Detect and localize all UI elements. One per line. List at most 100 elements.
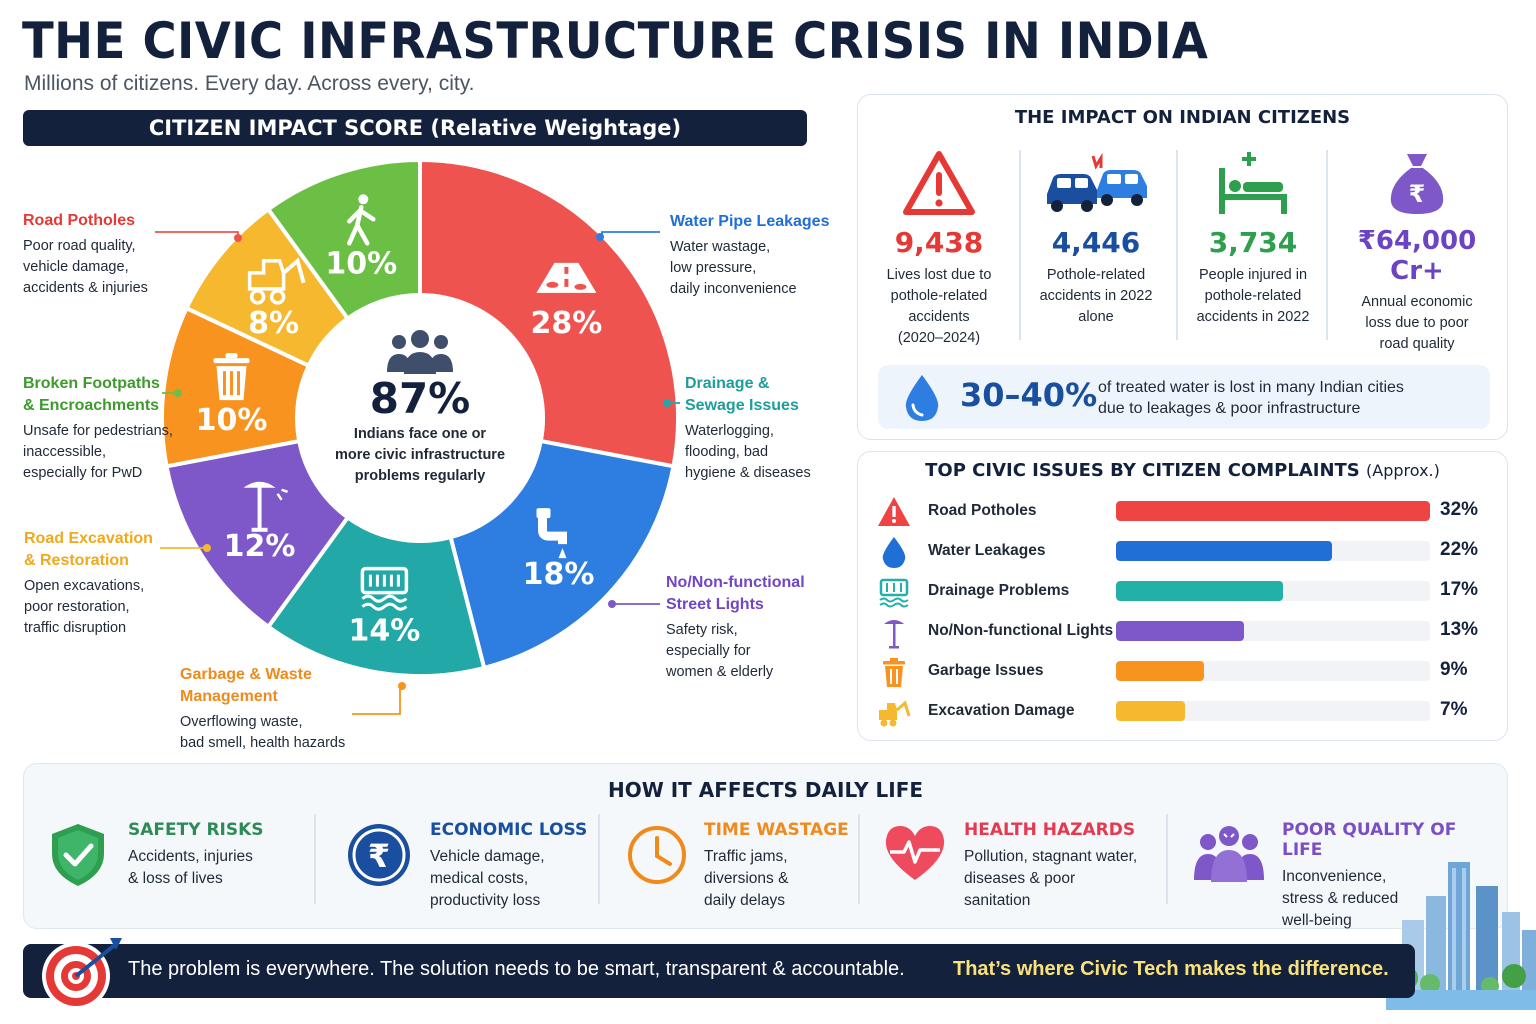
- stat-value: ₹64,000 Cr+: [1357, 226, 1477, 286]
- warning-icon: [903, 151, 975, 215]
- complaint-bar-track: [1116, 621, 1430, 641]
- callout-title: Road Potholes: [23, 212, 136, 229]
- daily-economic-loss: ₹ ECONOMIC LOSS Vehicle damage, medical …: [346, 820, 596, 950]
- callout-desc-line: Poor road quality,: [23, 238, 136, 254]
- callout-desc-line: hygiene & diseases: [685, 465, 811, 481]
- page-subtitle: Millions of citizens. Every day. Across …: [24, 72, 475, 95]
- shield-check-icon: [52, 824, 104, 886]
- complaint-row: Garbage Issues 9%: [858, 652, 1498, 692]
- daily-text: SAFETY RISKS Accidents, injuries & loss …: [128, 820, 264, 890]
- callout-title: Management: [180, 688, 278, 705]
- donut-segment-0: [418, 157, 680, 469]
- svg-text:₹: ₹: [1409, 180, 1426, 208]
- stat-desc-line: accidents in 2022: [1039, 288, 1153, 304]
- callout-excavation: Road Excavation & Restoration Open excav…: [24, 528, 224, 639]
- complaint-bar-track: [1116, 581, 1430, 601]
- callout-desc-line: women & elderly: [666, 664, 774, 680]
- daily-title: HEALTH HAZARDS: [964, 820, 1136, 840]
- stat-desc-line: accidents: [908, 309, 970, 325]
- complaint-label: Garbage Issues: [928, 662, 1044, 679]
- car-crash-icon: [1047, 152, 1147, 212]
- daily-desc-line: well-being: [1282, 912, 1352, 929]
- daily-life-panel: HOW IT AFFECTS DAILY LIFE SAFETY RISKS A…: [23, 763, 1508, 929]
- daily-desc-line: medical costs,: [430, 870, 529, 887]
- drain-icon: [360, 566, 409, 611]
- stat-desc-line: road quality: [1379, 336, 1455, 352]
- pedestrian-icon: [347, 194, 376, 246]
- daily-title: SAFETY RISKS: [128, 820, 264, 840]
- callout-desc: Safety risk, especially for women & elde…: [666, 620, 866, 683]
- complaints-title-suffix: (Approx.): [1366, 461, 1440, 480]
- stat-desc-line: People injured in: [1198, 267, 1308, 283]
- daily-text: POOR QUALITY OF LIFE Inconvenience, stre…: [1282, 820, 1494, 932]
- callout-desc-line: low pressure,: [670, 260, 757, 276]
- daily-title: POOR QUALITY OF LIFE: [1282, 820, 1457, 860]
- trash-icon: [213, 353, 250, 401]
- divider: [314, 814, 316, 904]
- daily-desc: Accidents, injuries & loss of lives: [128, 846, 264, 890]
- donut-label-5: 8%: [248, 306, 299, 341]
- daily-desc-line: productivity loss: [430, 892, 541, 909]
- trash-icon: [876, 654, 912, 690]
- complaints-panel: TOP CIVIC ISSUES BY CITIZEN COMPLAINTS (…: [857, 451, 1508, 741]
- daily-desc-line: diseases & poor: [964, 870, 1076, 887]
- callout-desc-line: traffic disruption: [24, 620, 127, 636]
- footer-highlight: That’s where Civic Tech makes the differ…: [953, 958, 1389, 980]
- complaint-row: Excavation Damage 7%: [858, 692, 1498, 732]
- callout-drainage: Drainage & Sewage Issues Waterlogging, f…: [685, 373, 885, 484]
- stat-desc-line: alone: [1078, 309, 1114, 325]
- impact-score-header: CITIZEN IMPACT SCORE (Relative Weightage…: [23, 110, 807, 146]
- complaint-value: 7%: [1440, 699, 1468, 720]
- callout-desc: Unsafe for pedestrians, inaccessible, es…: [23, 421, 193, 484]
- callout-footpaths: Broken Footpaths & Encroachments Unsafe …: [23, 373, 193, 484]
- callout-desc-line: daily inconvenience: [670, 281, 797, 297]
- daily-desc-line: stress & reduced: [1282, 890, 1399, 907]
- people-icon: [387, 330, 453, 374]
- callout-title: Sewage Issues: [685, 397, 799, 414]
- divider: [1166, 814, 1168, 904]
- daily-desc-line: Pollution, stagnant water,: [964, 848, 1138, 865]
- pipe-icon: [536, 508, 568, 559]
- callout-title: Broken Footpaths: [23, 375, 160, 392]
- callout-title: Road Excavation: [24, 530, 153, 547]
- callout-title: Water Pipe Leakages: [670, 213, 830, 230]
- stat-desc: Pothole-related accidents in 2022 alone: [1021, 265, 1171, 328]
- water-drop-icon: [905, 375, 939, 421]
- water-loss-text: of treated water is lost in many Indian …: [1098, 377, 1404, 419]
- stat-economic-loss: ₹ ₹64,000 Cr+ Annual economic loss due t…: [1332, 150, 1502, 355]
- donut-label-2: 14%: [348, 614, 420, 649]
- callout-desc-line: bad smell, health hazards: [180, 735, 346, 751]
- daily-health-hazards: HEALTH HAZARDS Pollution, stagnant water…: [882, 820, 1172, 950]
- divider: [1176, 150, 1178, 340]
- drop-icon: [876, 534, 912, 570]
- complaint-bar: [1116, 501, 1430, 521]
- stat-desc-line: Annual economic: [1361, 294, 1473, 310]
- donut-center: 87% Indians face one or more civic infra…: [320, 330, 520, 487]
- callout-title: Street Lights: [666, 596, 764, 613]
- leader-water-dot: [596, 233, 604, 241]
- donut-segment-2: [265, 514, 487, 678]
- center-text-2: more civic infrastructure: [334, 447, 506, 463]
- footer-banner: [23, 944, 1415, 998]
- stat-desc-line: pothole-related: [1204, 288, 1302, 304]
- callout-desc: Overflowing waste, bad smell, health haz…: [180, 712, 400, 754]
- complaint-label: No/Non-functional Lights: [928, 622, 1114, 639]
- stat-accidents-2022: 4,446 Pothole-related accidents in 2022 …: [1021, 150, 1171, 328]
- daily-desc-line: & loss of lives: [128, 870, 223, 887]
- callout-desc-line: especially for PwD: [23, 465, 143, 481]
- complaint-bar: [1116, 661, 1205, 681]
- leader-garbage-dot: [398, 682, 406, 690]
- street-light-icon: [876, 614, 912, 650]
- complaint-row: No/Non-functional Lights 13%: [858, 612, 1498, 652]
- daily-quality-of-life: POOR QUALITY OF LIFE Inconvenience, stre…: [1194, 820, 1494, 950]
- donut-label-6: 10%: [325, 246, 397, 281]
- donut-label-1: 18%: [523, 557, 595, 592]
- footer-text: The problem is everywhere. The solution …: [128, 958, 905, 980]
- clock-icon: [628, 826, 686, 884]
- complaint-bar-track: [1116, 701, 1430, 721]
- page-title: THE CIVIC INFRASTRUCTURE CRISIS IN INDIA: [22, 12, 1209, 70]
- complaint-bar: [1116, 621, 1244, 641]
- people-icon: [1194, 826, 1264, 882]
- callout-desc-line: especially for: [666, 643, 751, 659]
- daily-text: HEALTH HAZARDS Pollution, stagnant water…: [964, 820, 1137, 912]
